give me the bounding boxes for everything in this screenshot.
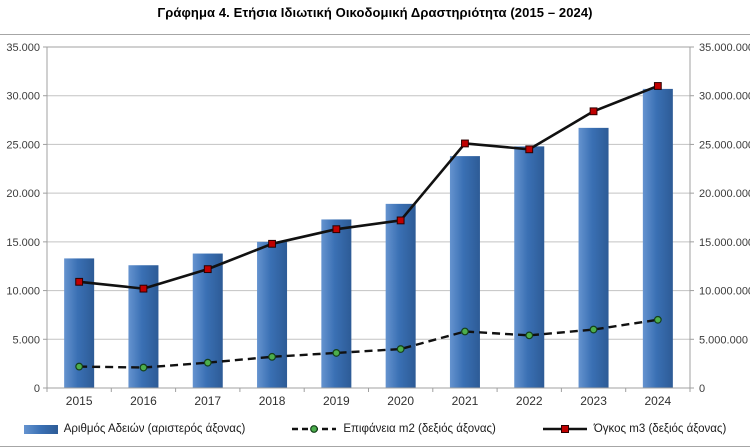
surface-marker-2020 [396, 345, 405, 353]
x-axis-label-2019: 2019 [323, 394, 350, 408]
bar-2019 [321, 219, 352, 388]
y-axis-right-tick-label: 10.000.000 [699, 286, 750, 298]
bar-2017 [192, 253, 223, 388]
x-axis-label-2023: 2023 [580, 394, 607, 408]
y-axis-left-tick-label: 35.000 [6, 42, 40, 54]
y-axis-right-tick-label: 35.000.000 [699, 42, 750, 54]
volume-marker-2018 [268, 239, 276, 248]
y-axis-right-tick-label: 20.000.000 [699, 188, 750, 200]
volume-marker-2019 [332, 225, 341, 234]
y-axis-right-tick-label: 30.000.000 [699, 91, 750, 103]
bar-2021 [449, 156, 480, 388]
surface-marker-2021 [461, 327, 469, 336]
volume-marker-2016 [139, 284, 148, 293]
volume-marker-2022 [525, 145, 534, 154]
bar-2018 [257, 241, 288, 388]
surface-marker-2016 [139, 363, 148, 372]
y-axis-left-tick-label: 25.000 [6, 139, 40, 151]
x-axis-label-2016: 2016 [130, 394, 157, 408]
volume-line [79, 84, 659, 290]
y-axis-left-tick-label: 30.000 [6, 91, 40, 103]
y-axis-left-tick-label: 20.000 [6, 188, 40, 200]
chart-legend: Αριθμός Αδειών (αριστερός άξονας) Επιφάν… [0, 423, 750, 435]
surface-marker-2019 [332, 349, 341, 357]
volume-marker-2017 [203, 265, 212, 274]
bar-series-swatch [23, 424, 58, 434]
bar-2020 [385, 203, 416, 388]
legend-item-permits: Αριθμός Αδειών (αριστερός άξονας) [23, 423, 246, 435]
y-axis-left-tick-label: 5.000 [12, 334, 40, 346]
y-axis-right-tick-label: 5.000.000 [699, 334, 748, 346]
volume-marker-2015 [75, 277, 84, 286]
volume-marker-2024 [653, 82, 662, 90]
legend-label-volume: Όγκος m3 (δεξιός άξονας) [593, 423, 727, 435]
y-axis-right-tick-label: 25.000.000 [699, 139, 750, 151]
x-axis-label-2015: 2015 [66, 394, 93, 408]
top-divider [0, 34, 750, 35]
surface-marker-2024 [653, 315, 662, 324]
x-axis-label-2018: 2018 [259, 394, 286, 408]
volume-marker-2023 [589, 107, 598, 116]
surface-marker-2023 [589, 325, 598, 334]
chart-title: Γράφημα 4. Ετήσια Ιδιωτική Οικοδομική Δρ… [157, 5, 593, 20]
y-axis-left-tick-label: 15.000 [6, 237, 40, 249]
volume-marker-2021 [461, 139, 469, 148]
dashed-line-swatch [292, 425, 337, 433]
legend-label-surface: Επιφάνεια m2 (δεξιός άξονας) [343, 423, 496, 435]
surface-marker-2018 [268, 352, 276, 361]
x-axis-label-2021: 2021 [452, 394, 479, 408]
legend-label-permits: Αριθμός Αδειών (αριστερός άξονας) [63, 423, 246, 435]
x-axis-label-2020: 2020 [387, 394, 414, 408]
bar-2022 [514, 146, 545, 388]
y-axis-left-tick-label: 0 [34, 383, 40, 395]
y-axis-right-tick-label: 0 [699, 383, 705, 395]
x-axis-label-2022: 2022 [516, 394, 543, 408]
surface-line [79, 318, 659, 369]
x-axis-label-2017: 2017 [194, 394, 221, 408]
bar-2023 [578, 127, 609, 388]
solid-line-swatch [542, 425, 587, 433]
bar-2024 [642, 88, 673, 388]
volume-marker-2020 [396, 216, 405, 225]
surface-marker-2015 [75, 362, 84, 371]
x-axis-label-2024: 2024 [644, 394, 671, 408]
surface-marker-2017 [203, 358, 212, 367]
bottom-divider [0, 446, 750, 447]
surface-marker-2022 [525, 331, 534, 340]
y-axis-right-tick-label: 15.000.000 [699, 237, 750, 249]
legend-item-volume: Όγκος m3 (δεξιός άξονας) [542, 423, 726, 435]
y-axis-left-tick-label: 10.000 [6, 286, 40, 298]
legend-item-surface: Επιφάνεια m2 (δεξιός άξονας) [291, 423, 496, 435]
